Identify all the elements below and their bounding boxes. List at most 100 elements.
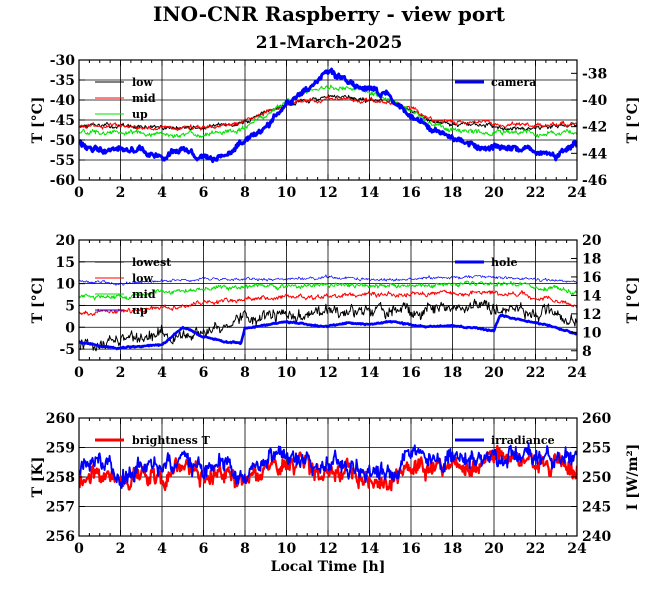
legend-label-lowest: lowest bbox=[132, 256, 172, 269]
x-tick-label: 14 bbox=[360, 185, 380, 201]
y-right-tick-label: 240 bbox=[582, 529, 611, 545]
panel-2: 0 2 4 6 8 10 12 14 16 18 20 22 2420151050-5201816141… bbox=[30, 233, 641, 381]
x-tick-label: 14 bbox=[360, 365, 380, 381]
y-tick-label: 15 bbox=[56, 255, 75, 271]
y-right-tick-label: -44 bbox=[582, 146, 608, 162]
series-line-brightness-T bbox=[79, 444, 577, 492]
y-tick-label: -35 bbox=[50, 73, 75, 89]
x-tick-label: 18 bbox=[443, 541, 462, 557]
y-right-tick-label: -42 bbox=[582, 120, 607, 136]
legend-label-irradiance: irradiance bbox=[491, 434, 555, 447]
series-line-camera bbox=[79, 67, 577, 164]
x-tick-label: 16 bbox=[401, 185, 420, 201]
x-tick-label: 0 bbox=[74, 185, 84, 201]
x-tick-label: 24 bbox=[567, 541, 587, 557]
x-tick-label: 12 bbox=[318, 365, 337, 381]
legend-label-up: up bbox=[132, 304, 148, 317]
chart-subtitle: 21-March-2025 bbox=[256, 33, 403, 53]
series-line-up bbox=[79, 274, 577, 286]
series-line-mid bbox=[79, 96, 577, 132]
x-tick-label: 20 bbox=[484, 541, 504, 557]
y-tick-label: -50 bbox=[50, 133, 76, 149]
y-right-tick-label: 250 bbox=[582, 470, 611, 486]
y-tick-label: -60 bbox=[50, 173, 76, 189]
y-tick-label: 0 bbox=[65, 320, 75, 336]
y-tick-label: 260 bbox=[46, 411, 75, 427]
legend-label-low: low bbox=[132, 272, 154, 285]
legend-label-brightness-T: brightness T bbox=[132, 434, 211, 447]
x-tick-label: 22 bbox=[526, 365, 545, 381]
y-right-axis-label: T [°C] bbox=[625, 97, 641, 144]
x-tick-label: 20 bbox=[484, 365, 504, 381]
panel-3: 0 2 4 6 8 10 12 14 16 18 20 22 242602592582572562602… bbox=[30, 411, 641, 557]
x-tick-label: 2 bbox=[116, 541, 126, 557]
y-right-tick-label: 245 bbox=[582, 500, 611, 516]
x-tick-label: 4 bbox=[157, 541, 167, 557]
y-right-tick-label: 260 bbox=[582, 411, 611, 427]
y-right-tick-label: 18 bbox=[582, 251, 601, 267]
legend-label-mid: mid bbox=[132, 92, 156, 105]
y-axis-label: T [°C] bbox=[30, 277, 46, 324]
y-tick-label: 259 bbox=[46, 441, 75, 457]
y-right-tick-label: 12 bbox=[582, 307, 601, 323]
series-line-up bbox=[79, 84, 577, 139]
series-line-low bbox=[79, 289, 577, 317]
x-tick-label: 16 bbox=[401, 365, 420, 381]
y-axis-label: T [°C] bbox=[30, 97, 46, 144]
series-line-mid bbox=[79, 280, 577, 301]
x-tick-label: 8 bbox=[240, 365, 250, 381]
x-tick-label: 22 bbox=[526, 185, 545, 201]
x-tick-label: 14 bbox=[360, 541, 380, 557]
y-right-axis-label: T [°C] bbox=[625, 277, 641, 324]
y-right-tick-label: 255 bbox=[582, 441, 611, 457]
y-tick-label: 258 bbox=[46, 470, 75, 486]
series-group bbox=[79, 67, 577, 164]
x-tick-label: 24 bbox=[567, 185, 587, 201]
y-right-tick-label: 20 bbox=[582, 233, 602, 249]
legend-label-low: low bbox=[132, 76, 154, 89]
y-right-tick-label: -46 bbox=[582, 173, 607, 189]
x-tick-label: 2 bbox=[116, 365, 126, 381]
y-right-axis-label: I [W/m²] bbox=[625, 444, 641, 510]
y-right-tick-label: 10 bbox=[582, 325, 602, 341]
y-tick-label: -55 bbox=[50, 153, 75, 169]
y-axis-label: T [K] bbox=[30, 457, 46, 498]
series-group bbox=[79, 274, 577, 352]
y-tick-label: -45 bbox=[50, 113, 75, 129]
panels: 0 2 4 6 8 10 12 14 16 18 20 22 24-30-35-40-45-50-55-… bbox=[30, 53, 641, 557]
x-tick-label: 0 bbox=[74, 365, 84, 381]
x-tick-label: 6 bbox=[199, 541, 209, 557]
x-tick-label: 16 bbox=[401, 541, 420, 557]
legend-label-up: up bbox=[132, 108, 148, 121]
y-right-tick-label: -40 bbox=[582, 93, 608, 109]
x-tick-label: 8 bbox=[240, 541, 250, 557]
x-tick-label: 12 bbox=[318, 185, 337, 201]
x-tick-label: 12 bbox=[318, 541, 337, 557]
x-tick-label: 20 bbox=[484, 185, 504, 201]
x-tick-label: 2 bbox=[116, 185, 126, 201]
series-group bbox=[79, 442, 577, 492]
x-tick-label: 6 bbox=[199, 185, 209, 201]
x-tick-label: 18 bbox=[443, 365, 462, 381]
legend-label-camera: camera bbox=[491, 76, 536, 89]
y-tick-label: 5 bbox=[65, 298, 75, 314]
x-tick-label: 10 bbox=[277, 185, 297, 201]
x-tick-label: 18 bbox=[443, 185, 462, 201]
x-tick-label: 0 bbox=[74, 541, 84, 557]
series-line-irradiance bbox=[79, 442, 577, 489]
x-tick-label: 4 bbox=[157, 365, 167, 381]
legend-label-mid: mid bbox=[132, 288, 156, 301]
y-tick-label: -30 bbox=[50, 53, 76, 69]
y-tick-label: -40 bbox=[50, 93, 76, 109]
x-tick-label: 10 bbox=[277, 365, 297, 381]
panel-1: 0 2 4 6 8 10 12 14 16 18 20 22 24-30-35-40-45-50-55-… bbox=[30, 53, 641, 201]
y-right-tick-label: 8 bbox=[582, 344, 592, 360]
x-axis-label: Local Time [h] bbox=[271, 559, 386, 575]
y-right-tick-label: 16 bbox=[582, 270, 601, 286]
y-right-tick-label: -38 bbox=[582, 66, 607, 82]
x-tick-label: 24 bbox=[567, 365, 587, 381]
y-tick-label: -5 bbox=[59, 342, 75, 358]
y-tick-label: 257 bbox=[46, 500, 75, 516]
y-right-tick-label: 14 bbox=[582, 288, 602, 304]
